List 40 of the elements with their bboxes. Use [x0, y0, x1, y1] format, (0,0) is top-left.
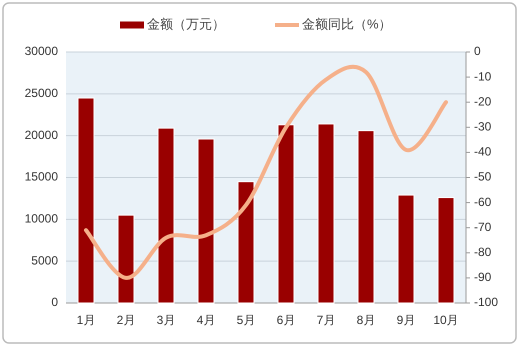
y2-tick-label: -10 — [474, 69, 492, 84]
bar — [238, 181, 254, 304]
y2-tick-label: -30 — [474, 119, 492, 134]
bar — [78, 98, 94, 304]
bar — [118, 214, 134, 304]
y2-tick-label: -70 — [474, 220, 492, 234]
x-tick-label: 10月 — [433, 313, 459, 328]
x-tick-label: 1月 — [76, 313, 96, 328]
bar — [438, 197, 454, 304]
y-tick-label: 10000 — [24, 212, 58, 226]
y2-tick-label: 0 — [474, 44, 481, 58]
y2-tick-label: -50 — [474, 170, 492, 184]
x-tick-label: 7月 — [316, 313, 336, 328]
x-tick-label: 4月 — [196, 313, 216, 328]
y2-tick-label: -90 — [474, 270, 492, 284]
y-tick-label: 25000 — [24, 86, 58, 100]
y2-tick-label: -40 — [474, 144, 492, 159]
x-tick-label: 5月 — [236, 313, 256, 328]
x-tick-label: 3月 — [156, 313, 176, 328]
y-tick-label: 15000 — [24, 170, 58, 184]
bar — [278, 124, 294, 304]
y2-tick-label: -20 — [474, 94, 492, 108]
bar — [198, 138, 214, 304]
y2-tick-label: -60 — [474, 194, 492, 209]
y2-tick-label: -80 — [474, 244, 492, 259]
y-tick-label: 30000 — [24, 44, 58, 58]
x-tick-label: 9月 — [396, 313, 416, 328]
bar — [398, 194, 414, 304]
y-tick-label: 5000 — [31, 253, 58, 268]
y-tick-label: 0 — [51, 295, 58, 310]
bar — [318, 123, 334, 304]
bar — [158, 128, 174, 304]
y2-tick-label: -100 — [474, 295, 498, 310]
x-tick-label: 6月 — [276, 313, 296, 328]
bar — [358, 130, 374, 304]
legend-label: 金额同比（%） — [302, 16, 392, 32]
x-tick-label: 8月 — [356, 313, 376, 328]
legend-label: 金额（万元） — [147, 16, 225, 32]
y-tick-label: 20000 — [24, 128, 58, 142]
x-tick-label: 2月 — [116, 313, 136, 328]
